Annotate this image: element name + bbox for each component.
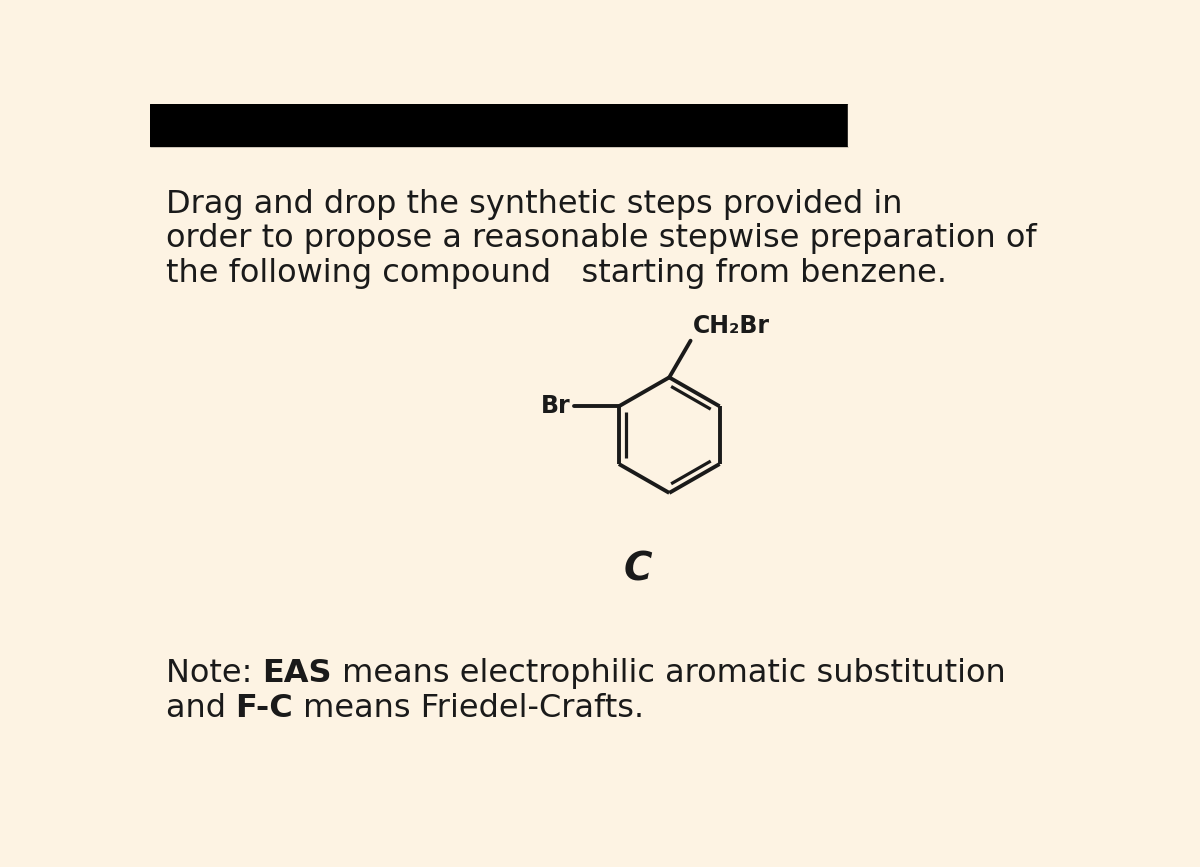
Text: Drag and drop the synthetic steps provided in: Drag and drop the synthetic steps provid… <box>166 189 902 219</box>
Text: EAS: EAS <box>262 658 331 689</box>
Text: and: and <box>166 693 235 724</box>
Text: Note:: Note: <box>166 658 262 689</box>
Text: order to propose a reasonable stepwise preparation of: order to propose a reasonable stepwise p… <box>166 224 1036 254</box>
Bar <box>150 104 847 147</box>
Text: C: C <box>624 551 653 589</box>
Text: the following compound   starting from benzene.: the following compound starting from ben… <box>166 258 947 289</box>
Text: F-C: F-C <box>235 693 293 724</box>
Bar <box>847 104 1080 147</box>
Text: means Friedel-Crafts.: means Friedel-Crafts. <box>293 693 644 724</box>
Text: Br: Br <box>541 394 571 418</box>
Text: means electrophilic aromatic substitution: means electrophilic aromatic substitutio… <box>331 658 1006 689</box>
Text: CH₂Br: CH₂Br <box>692 314 770 337</box>
